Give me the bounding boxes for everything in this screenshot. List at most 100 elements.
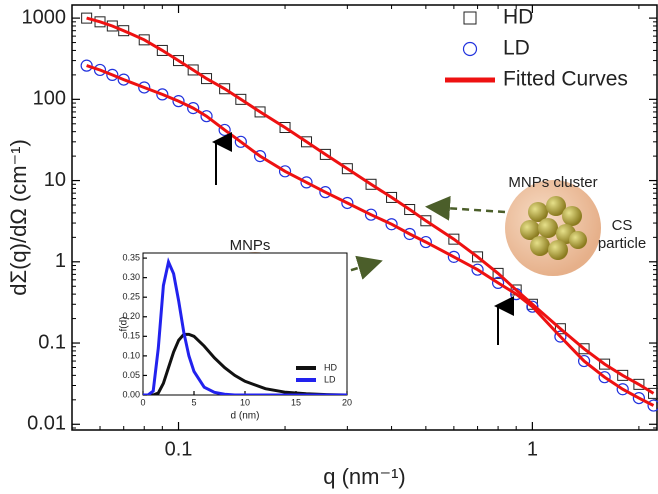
marker — [300, 176, 313, 189]
marker — [491, 276, 505, 289]
marker — [448, 233, 460, 245]
x-tick-label: 0 — [140, 397, 145, 407]
marker — [156, 44, 168, 56]
marker — [365, 178, 377, 190]
legend-label: HD — [324, 362, 337, 372]
marker — [200, 110, 213, 123]
y-tick-label: 0.01 — [27, 413, 66, 435]
marker — [253, 150, 267, 163]
y-tick-label: 0.20 — [122, 311, 140, 321]
marker — [632, 391, 645, 405]
y-tick-label: 100 — [33, 88, 66, 110]
marker — [472, 251, 484, 263]
marker — [80, 59, 93, 72]
marker — [106, 68, 119, 81]
legend-label: Fitted Curves — [503, 68, 628, 91]
legend-label: LD — [324, 374, 336, 384]
legend-marker — [463, 11, 477, 25]
marker — [386, 191, 398, 203]
marker — [187, 102, 200, 115]
x-tick-label: 1 — [527, 438, 538, 460]
marker — [173, 55, 185, 67]
marker — [319, 148, 331, 160]
dashed-arrow — [425, 195, 506, 221]
y-tick-label: 0.1 — [38, 331, 66, 353]
series-line — [143, 332, 347, 395]
marker — [633, 378, 645, 390]
marker — [364, 208, 378, 221]
marker — [138, 34, 150, 46]
marker — [172, 95, 185, 108]
marker — [201, 73, 213, 85]
marker — [138, 81, 151, 94]
marker — [254, 106, 266, 118]
x-tick-label: 5 — [191, 397, 196, 407]
marker — [419, 235, 432, 249]
inset-plot: 0.00 0.05 0.10 0.15 0.20 0.25 0.30 0.35 0 5 10 15 20… — [119, 252, 352, 421]
y-tick-label: 1000 — [22, 6, 67, 28]
marker — [554, 330, 567, 343]
annotation: MNPs — [230, 237, 271, 254]
marker — [599, 358, 611, 370]
marker — [93, 63, 107, 77]
series-line — [86, 16, 655, 395]
x-axis-label: d (nm) — [231, 411, 260, 422]
marker — [492, 267, 504, 279]
marker — [648, 387, 658, 399]
series-line — [86, 64, 655, 407]
legend-label: LD — [503, 37, 530, 60]
plot-area — [142, 252, 348, 396]
annotation: MNPs cluster — [508, 174, 597, 191]
y-axis-label: dΣ(q)/dΩ (cm⁻¹) — [6, 139, 31, 296]
series-line — [143, 257, 347, 395]
marker — [156, 88, 169, 101]
legend-marker — [462, 41, 478, 57]
marker — [577, 354, 591, 368]
y-tick-label: 0.10 — [122, 350, 140, 360]
marker — [526, 300, 539, 313]
y-tick-label: 0.15 — [122, 331, 140, 341]
annotation: particle — [598, 235, 646, 252]
x-tick-label: 10 — [240, 397, 250, 407]
marker — [447, 250, 460, 263]
marker — [219, 83, 231, 95]
marker — [187, 64, 199, 76]
mnps-cluster — [520, 196, 587, 260]
marker — [403, 227, 416, 241]
marker — [117, 73, 130, 86]
marker — [404, 204, 416, 216]
marker — [598, 371, 611, 384]
y-tick-label: 0.25 — [122, 292, 140, 302]
marker — [578, 343, 590, 355]
marker — [234, 135, 247, 148]
marker — [235, 93, 247, 105]
legend-label: HD — [503, 6, 533, 29]
marker — [471, 263, 484, 276]
marker — [106, 20, 118, 32]
x-tick-label: 20 — [342, 397, 352, 407]
marker — [319, 186, 332, 199]
y-tick-label: 0.05 — [122, 370, 140, 380]
marker — [616, 383, 629, 396]
x-tick-label: 15 — [291, 397, 301, 407]
y-tick-label: 0.35 — [122, 252, 140, 262]
y-tick-label: 0.30 — [122, 272, 140, 282]
marker — [554, 323, 566, 335]
annotation: CS — [612, 217, 633, 234]
marker — [617, 369, 629, 381]
x-tick-label: 0.1 — [165, 438, 193, 460]
marker — [301, 136, 313, 148]
marker — [647, 399, 658, 412]
marker — [341, 163, 353, 175]
marker — [385, 218, 398, 231]
y-tick-label: 1 — [55, 250, 66, 272]
y-axis-label: f(d) — [119, 317, 130, 332]
marker — [118, 25, 130, 37]
x-axis-label: q (nm⁻¹) — [323, 464, 406, 489]
marker — [279, 122, 291, 134]
marker — [278, 165, 292, 178]
marker — [341, 196, 354, 210]
y-tick-label: 10 — [44, 169, 66, 191]
y-tick-label: 0.00 — [122, 389, 140, 399]
